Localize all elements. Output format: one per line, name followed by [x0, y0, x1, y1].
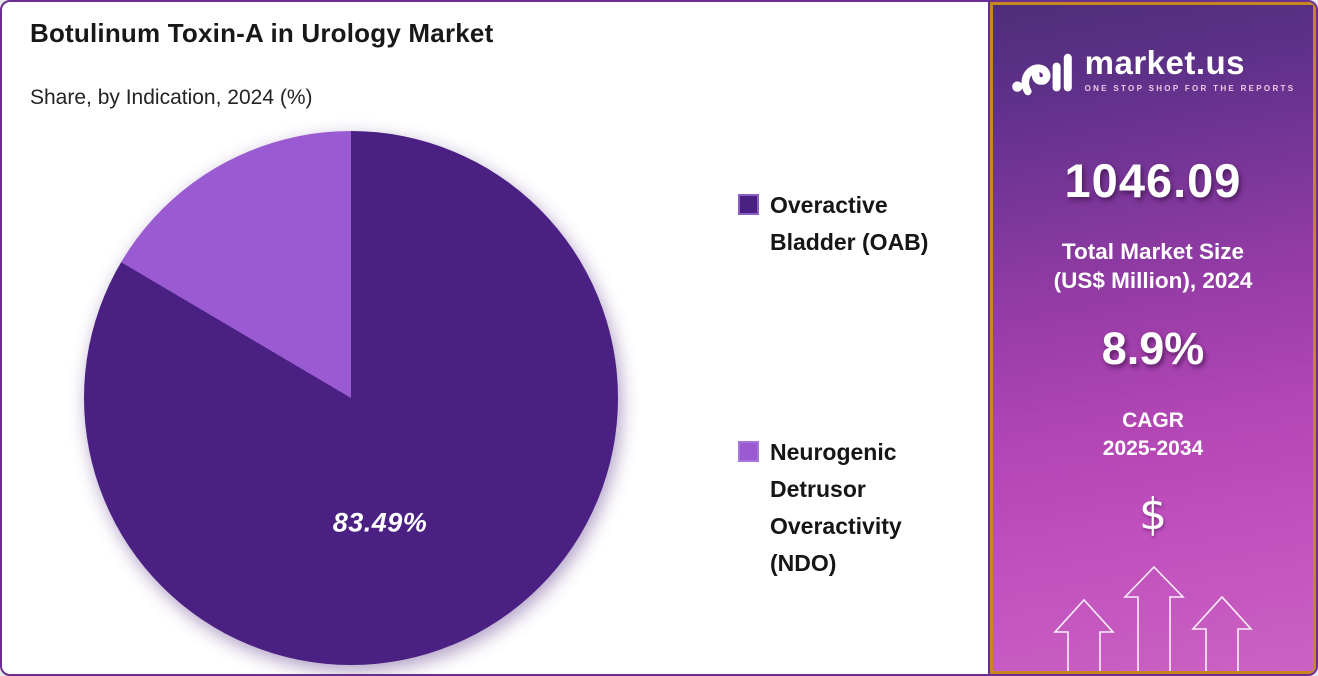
brand-logo: market.us ONE STOP SHOP FOR THE REPORTS	[993, 41, 1313, 97]
growth-arrows-icon	[1053, 565, 1253, 671]
legend-swatch	[738, 441, 759, 462]
brand-name: market.us	[1084, 43, 1246, 81]
panel-divider	[988, 2, 990, 674]
chart-subtitle: Share, by Indication, 2024 (%)	[30, 86, 313, 109]
legend-label: Neurogenic Detrusor Overactivity (NDO)	[770, 439, 902, 576]
cagr-label-line1: CAGR	[1122, 409, 1184, 432]
dollar-icon: $	[1139, 489, 1167, 540]
market-size-label: Total Market Size (US$ Million), 2024	[993, 237, 1313, 295]
market-size-label-line1: Total Market Size	[1061, 239, 1245, 264]
market-size-value: 1046.09	[1064, 154, 1242, 207]
cagr-label-line2: 2025-2034	[1102, 437, 1204, 460]
cagr-label: CAGR 2025-2034	[993, 407, 1313, 463]
legend-label: Overactive Bladder (OAB)	[770, 192, 929, 255]
brand-tagline: ONE STOP SHOP FOR THE REPORTS	[1084, 83, 1296, 93]
legend-item-oab: Overactive Bladder (OAB)	[738, 187, 955, 261]
pie	[84, 131, 618, 665]
marketus-logo-icon	[1011, 53, 1072, 96]
chart-title: Botulinum Toxin-A in Urology Market	[30, 18, 494, 48]
brand-sidebar: market.us ONE STOP SHOP FOR THE REPORTS …	[990, 2, 1316, 674]
pie-slice-data-label: 83.49%	[332, 507, 428, 538]
brand-text-block: market.us ONE STOP SHOP FOR THE REPORTS	[1085, 46, 1296, 93]
legend-swatch	[738, 194, 759, 215]
pie-chart: 83.49%	[84, 131, 618, 665]
market-size-label-line2: (US$ Million), 2024	[1053, 268, 1253, 293]
legend-item-ndo: Neurogenic Detrusor Overactivity (NDO)	[738, 434, 955, 582]
cagr-value: 8.9%	[1101, 323, 1205, 374]
